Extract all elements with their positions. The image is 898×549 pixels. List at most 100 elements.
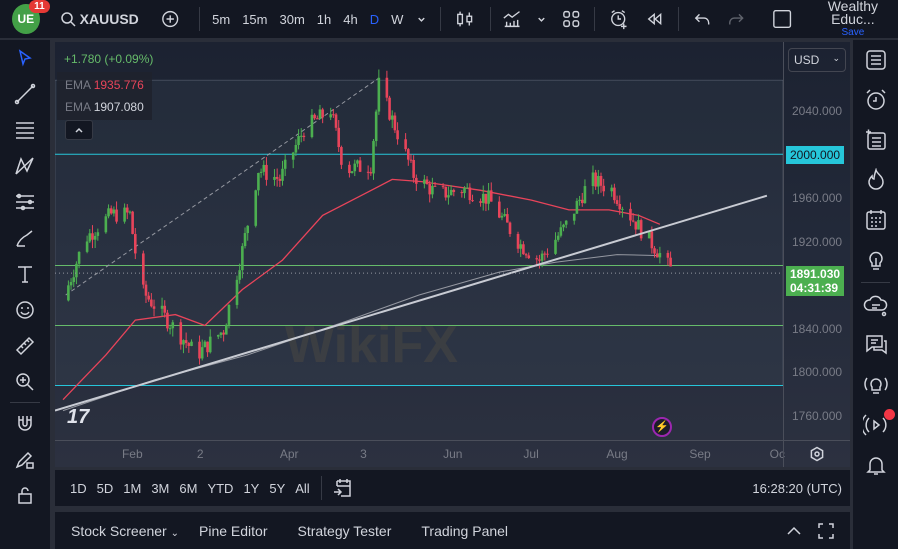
price-tick-label: 2040.000: [792, 103, 843, 118]
fib-tool[interactable]: [0, 112, 50, 148]
candle-body: [647, 231, 651, 239]
alerts-button[interactable]: [853, 80, 898, 120]
chats-button[interactable]: [853, 325, 898, 365]
pattern-tool[interactable]: [0, 148, 50, 184]
range-3m[interactable]: 3M: [151, 480, 170, 496]
add-list-icon: [865, 129, 886, 150]
layouts-icon[interactable]: [562, 9, 580, 29]
candle-body: [527, 255, 531, 259]
interval-15m[interactable]: 15m: [242, 11, 268, 27]
candle-body: [575, 200, 579, 214]
ema-fast-legend[interactable]: EMA 1935.776: [65, 74, 144, 96]
candle-body: [340, 147, 343, 165]
range-ytd[interactable]: YTD: [207, 480, 234, 496]
candles-icon[interactable]: [455, 9, 475, 29]
save-link[interactable]: Save: [841, 26, 865, 38]
divider: [489, 7, 491, 31]
ema-slow-legend[interactable]: EMA 1907.080: [65, 96, 144, 118]
alert-add-icon[interactable]: [609, 8, 629, 30]
watchlist-button[interactable]: [853, 40, 898, 80]
hotlists-button[interactable]: [853, 160, 898, 200]
candle-body: [358, 160, 362, 172]
candle-body: [332, 114, 335, 116]
range-1m[interactable]: 1M: [123, 480, 142, 496]
interval-1h[interactable]: 1h: [316, 11, 332, 27]
replay-icon[interactable]: [645, 9, 663, 29]
chevron-down-icon[interactable]: [535, 12, 548, 26]
time-tick-label: Jul: [523, 447, 539, 461]
prediction-tool[interactable]: [0, 184, 50, 220]
price-change: +1.780 (+0.09%): [64, 52, 154, 66]
event-marker[interactable]: ⚡: [652, 417, 672, 437]
candle-body: [283, 159, 287, 169]
interval-4h[interactable]: 4h: [343, 11, 358, 27]
range-1d[interactable]: 1D: [70, 480, 87, 496]
candle-body: [299, 135, 303, 137]
range-5d[interactable]: 5D: [96, 480, 114, 496]
candle-body: [353, 163, 357, 172]
utc-clock[interactable]: 16:28:20 (UTC): [752, 480, 842, 496]
interval-30m[interactable]: 30m: [279, 11, 305, 27]
trendline-tool[interactable]: [0, 76, 50, 112]
candle-body: [291, 152, 295, 160]
notifications-button[interactable]: [853, 445, 898, 485]
object-tree-button[interactable]: [853, 120, 898, 160]
tab-pine-editor[interactable]: Pine Editor: [199, 522, 268, 539]
brush-tool[interactable]: [0, 220, 50, 256]
candle-body: [433, 185, 437, 187]
chart-pane[interactable]: WikiFX +1.780 (+0.09%) EMA 1935.776 EMA …: [55, 42, 850, 467]
icon-tool[interactable]: [0, 292, 50, 328]
maximize-panel-icon[interactable]: [816, 521, 836, 541]
redo-icon[interactable]: [727, 9, 745, 29]
price-chart[interactable]: WikiFX: [55, 42, 783, 440]
ruler-tool[interactable]: [0, 328, 50, 364]
interval-w[interactable]: W: [391, 11, 404, 27]
candle-body: [479, 201, 482, 203]
fullscreen-square-icon[interactable]: [772, 8, 792, 30]
add-symbol-icon[interactable]: [161, 9, 179, 29]
magnet-tool[interactable]: [0, 405, 50, 441]
layout-name[interactable]: Wealthy Educ... Save: [808, 0, 898, 39]
time-tick-label: Sep: [689, 447, 711, 461]
price-axis[interactable]: USD ⌄ 2040.000 1960.000 1920.000 1840.000 180…: [783, 42, 850, 440]
range-6m[interactable]: 6M: [179, 480, 198, 496]
text-tool[interactable]: [0, 256, 50, 292]
zoom-tool[interactable]: [0, 364, 50, 400]
candle-body: [658, 252, 662, 258]
logo-avatar[interactable]: UE 11: [12, 0, 50, 34]
chart-settings-button[interactable]: [783, 440, 850, 467]
range-1y[interactable]: 1Y: [243, 480, 260, 496]
time-axis[interactable]: Feb 2 Apr 3 Jun Jul Aug Sep Oc: [55, 440, 785, 467]
undo-icon[interactable]: [693, 9, 711, 29]
range-5y[interactable]: 5Y: [269, 480, 286, 496]
interval-d[interactable]: D: [369, 11, 380, 27]
go-to-date-icon[interactable]: [332, 477, 354, 499]
chevron-down-icon: ⌄: [832, 53, 840, 63]
indicators-icon[interactable]: [502, 9, 522, 29]
streams-button[interactable]: [853, 365, 898, 405]
currency-select[interactable]: USD ⌄: [788, 48, 846, 72]
lock-tool[interactable]: [0, 477, 50, 513]
tab-strategy-tester[interactable]: Strategy Tester: [297, 522, 392, 539]
divider: [10, 402, 40, 403]
chevron-down-icon[interactable]: [415, 12, 428, 26]
candle-body: [310, 114, 314, 138]
candle-body: [428, 184, 432, 195]
ideas-button[interactable]: [853, 240, 898, 280]
candle-body: [602, 185, 605, 192]
candle-body: [318, 109, 322, 119]
tab-trading-panel[interactable]: Trading Panel: [421, 522, 509, 539]
range-all[interactable]: All: [295, 480, 310, 496]
tab-stock-screener[interactable]: Stock Screener ⌄: [71, 523, 179, 539]
cursor-tool[interactable]: [0, 40, 50, 76]
symbol-search[interactable]: XAUUSD: [60, 11, 139, 27]
collapse-legend-button[interactable]: [65, 120, 93, 140]
live-button[interactable]: [853, 405, 898, 445]
lock-draw-tool[interactable]: [0, 441, 50, 477]
calendar-button[interactable]: [853, 200, 898, 240]
candle-body: [591, 172, 595, 187]
minds-button[interactable]: [853, 285, 898, 325]
interval-5m[interactable]: 5m: [212, 11, 231, 27]
divider: [320, 476, 322, 500]
chevron-up-icon[interactable]: [784, 521, 804, 541]
